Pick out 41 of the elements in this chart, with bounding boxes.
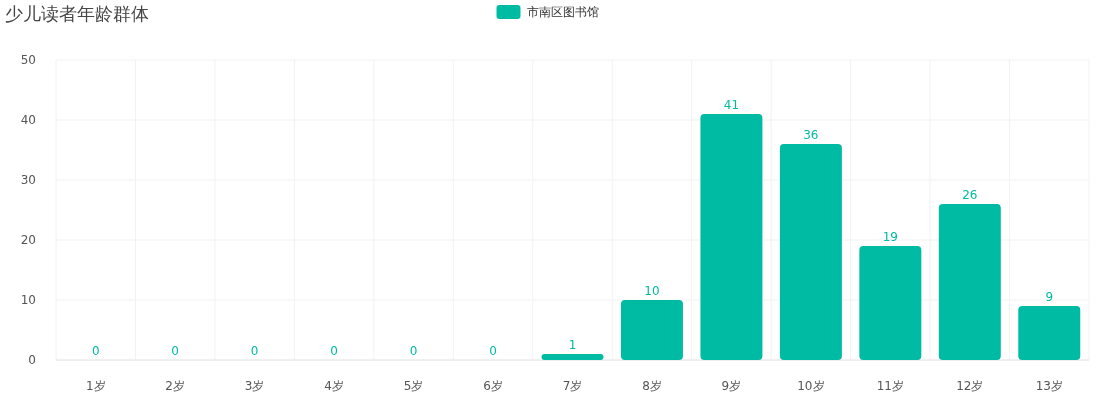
x-tick-label: 11岁 xyxy=(876,379,904,393)
data-label: 0 xyxy=(171,344,180,358)
data-label: 0 xyxy=(91,344,100,358)
bar xyxy=(779,144,842,360)
data-label: 36 xyxy=(803,128,819,142)
data-label: 0 xyxy=(489,344,497,358)
data-label: 9 xyxy=(1045,290,1054,304)
bar xyxy=(700,114,763,360)
bar xyxy=(620,300,683,360)
y-tick-label: 20 xyxy=(20,233,36,247)
data-label: 41 xyxy=(723,98,740,112)
chart-title: 少儿读者年龄群体 xyxy=(5,3,149,24)
x-tick-label: 6岁 xyxy=(483,379,503,393)
x-tick-label: 4岁 xyxy=(324,379,344,393)
bar xyxy=(938,204,1001,360)
bar xyxy=(541,354,604,360)
data-label: 0 xyxy=(250,344,259,358)
legend-label: 市南区图书馆 xyxy=(526,5,599,19)
data-label: 0 xyxy=(330,344,338,358)
x-tick-label: 2岁 xyxy=(165,379,186,393)
y-tick-label: 40 xyxy=(20,113,36,127)
y-tick-label: 10 xyxy=(20,293,36,307)
x-tick-label: 1岁 xyxy=(85,379,106,393)
bar xyxy=(1018,306,1081,360)
y-tick-label: 30 xyxy=(20,173,36,187)
x-tick-label: 3岁 xyxy=(244,379,265,393)
bar xyxy=(859,246,922,360)
data-label: 0 xyxy=(409,344,418,358)
x-tick-label: 5岁 xyxy=(403,379,424,393)
x-tick-label: 13岁 xyxy=(1035,379,1063,393)
data-label: 1 xyxy=(568,338,577,352)
x-tick-label: 7岁 xyxy=(562,379,583,393)
x-tick-label: 12岁 xyxy=(956,379,984,393)
y-tick-label: 0 xyxy=(28,353,36,367)
x-tick-label: 9岁 xyxy=(721,379,742,393)
data-label: 26 xyxy=(962,188,978,202)
x-tick-label: 8岁 xyxy=(642,379,662,393)
x-tick-label: 10岁 xyxy=(797,379,825,393)
data-label: 19 xyxy=(882,230,898,244)
data-label: 10 xyxy=(644,284,660,298)
y-tick-label: 50 xyxy=(20,53,36,67)
